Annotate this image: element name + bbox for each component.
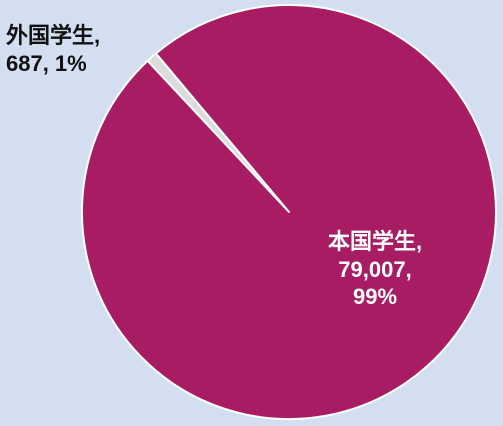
slice-label-foreign-students: 外国学生, 687, 1% — [6, 22, 100, 77]
slice-label-domestic-line-2: 79,007, — [338, 256, 412, 282]
slice-label-domestic-students: 本国学生, 79,007, 99% — [300, 228, 450, 311]
slice-label-domestic-line-1: 本国学生, — [327, 229, 423, 254]
slice-label-foreign-line-1: 外国学生, — [6, 23, 101, 48]
slice-label-domestic-line-3: 99% — [352, 284, 398, 309]
slice-label-foreign-line-2: 687, 1% — [6, 50, 87, 76]
pie-slice-1 — [80, 4, 497, 420]
